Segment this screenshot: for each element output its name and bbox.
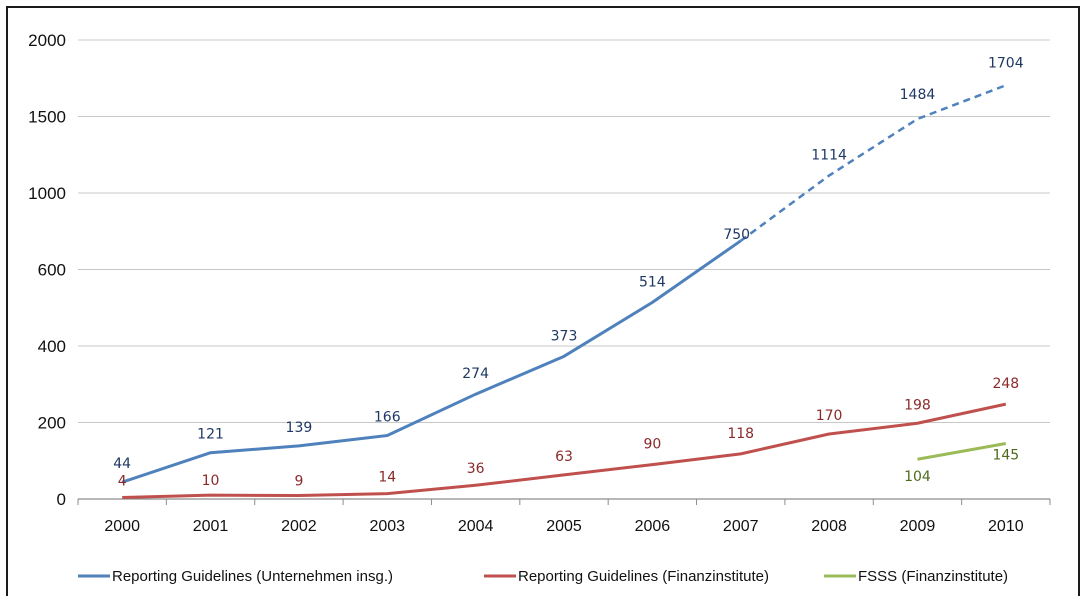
y-tick-label: 2000 xyxy=(28,31,66,50)
x-tick-label: 2006 xyxy=(635,518,671,535)
legend-label: FSSS (Finanzinstitute) xyxy=(858,568,1008,585)
series-lines xyxy=(121,84,1007,499)
data-label: 373 xyxy=(551,328,578,344)
y-tick-label: 400 xyxy=(38,337,66,356)
data-label: 1704 xyxy=(988,55,1024,71)
y-tick-label: 1000 xyxy=(28,184,66,203)
x-tick-label: 2002 xyxy=(281,518,317,535)
data-label: 139 xyxy=(286,420,313,436)
data-label: 90 xyxy=(643,437,661,453)
data-label: 121 xyxy=(197,427,224,443)
series-line xyxy=(122,402,1007,499)
y-tick-label: 1500 xyxy=(28,108,66,127)
series-line xyxy=(121,239,742,484)
x-tick-label: 2003 xyxy=(369,518,405,535)
x-tick-label: 2001 xyxy=(193,518,229,535)
data-label: 750 xyxy=(723,227,750,243)
series-line xyxy=(917,442,1007,461)
data-label: 1484 xyxy=(900,87,936,103)
data-label: 10 xyxy=(202,473,220,489)
x-tick-label: 2007 xyxy=(723,518,759,535)
x-tick-label: 2000 xyxy=(104,518,140,535)
data-label: 145 xyxy=(992,448,1019,464)
data-label: 274 xyxy=(462,366,489,382)
x-tick-label: 2008 xyxy=(811,518,847,535)
data-label: 44 xyxy=(113,456,131,472)
data-label: 118 xyxy=(727,426,754,442)
data-label: 104 xyxy=(904,469,931,485)
x-tick-label: 2009 xyxy=(900,518,936,535)
data-label: 4 xyxy=(118,473,127,489)
data-label: 63 xyxy=(555,449,573,465)
data-label: 36 xyxy=(467,461,485,477)
data-label: 9 xyxy=(294,474,303,490)
data-labels: 44 121 139 166 274 373 514 750 1114 1484 1704 4 10 9 1… xyxy=(113,55,1023,489)
y-tick-label: 200 xyxy=(38,414,66,433)
y-axis-tick-labels: 0 200 400 600 1000 1500 2000 xyxy=(28,31,66,509)
chart-frame xyxy=(6,6,1080,596)
data-label: 1114 xyxy=(811,148,847,164)
data-label: 514 xyxy=(639,274,666,290)
data-label: 166 xyxy=(374,410,401,426)
data-label: 170 xyxy=(816,408,843,424)
y-tick-label: 600 xyxy=(38,261,66,280)
x-axis: 2000 2001 2002 2003 2004 2005 2006 2007 2008 2009… xyxy=(77,498,1051,535)
legend-label: Reporting Guidelines (Finanzinstitute) xyxy=(518,568,769,585)
x-tick-label: 2004 xyxy=(458,518,494,535)
legend-label: Reporting Guidelines (Unternehmen insg.) xyxy=(112,568,393,585)
data-label: 198 xyxy=(904,397,931,413)
x-tick-label: 2010 xyxy=(988,518,1024,535)
data-label: 248 xyxy=(992,376,1019,392)
x-tick-label: 2005 xyxy=(546,518,582,535)
series-line-projected xyxy=(739,84,1007,242)
gridlines xyxy=(78,39,1050,423)
y-tick-label: 0 xyxy=(57,490,66,509)
data-label: 14 xyxy=(378,470,396,486)
legend: Reporting Guidelines (Unternehmen insg.)… xyxy=(78,568,1008,585)
